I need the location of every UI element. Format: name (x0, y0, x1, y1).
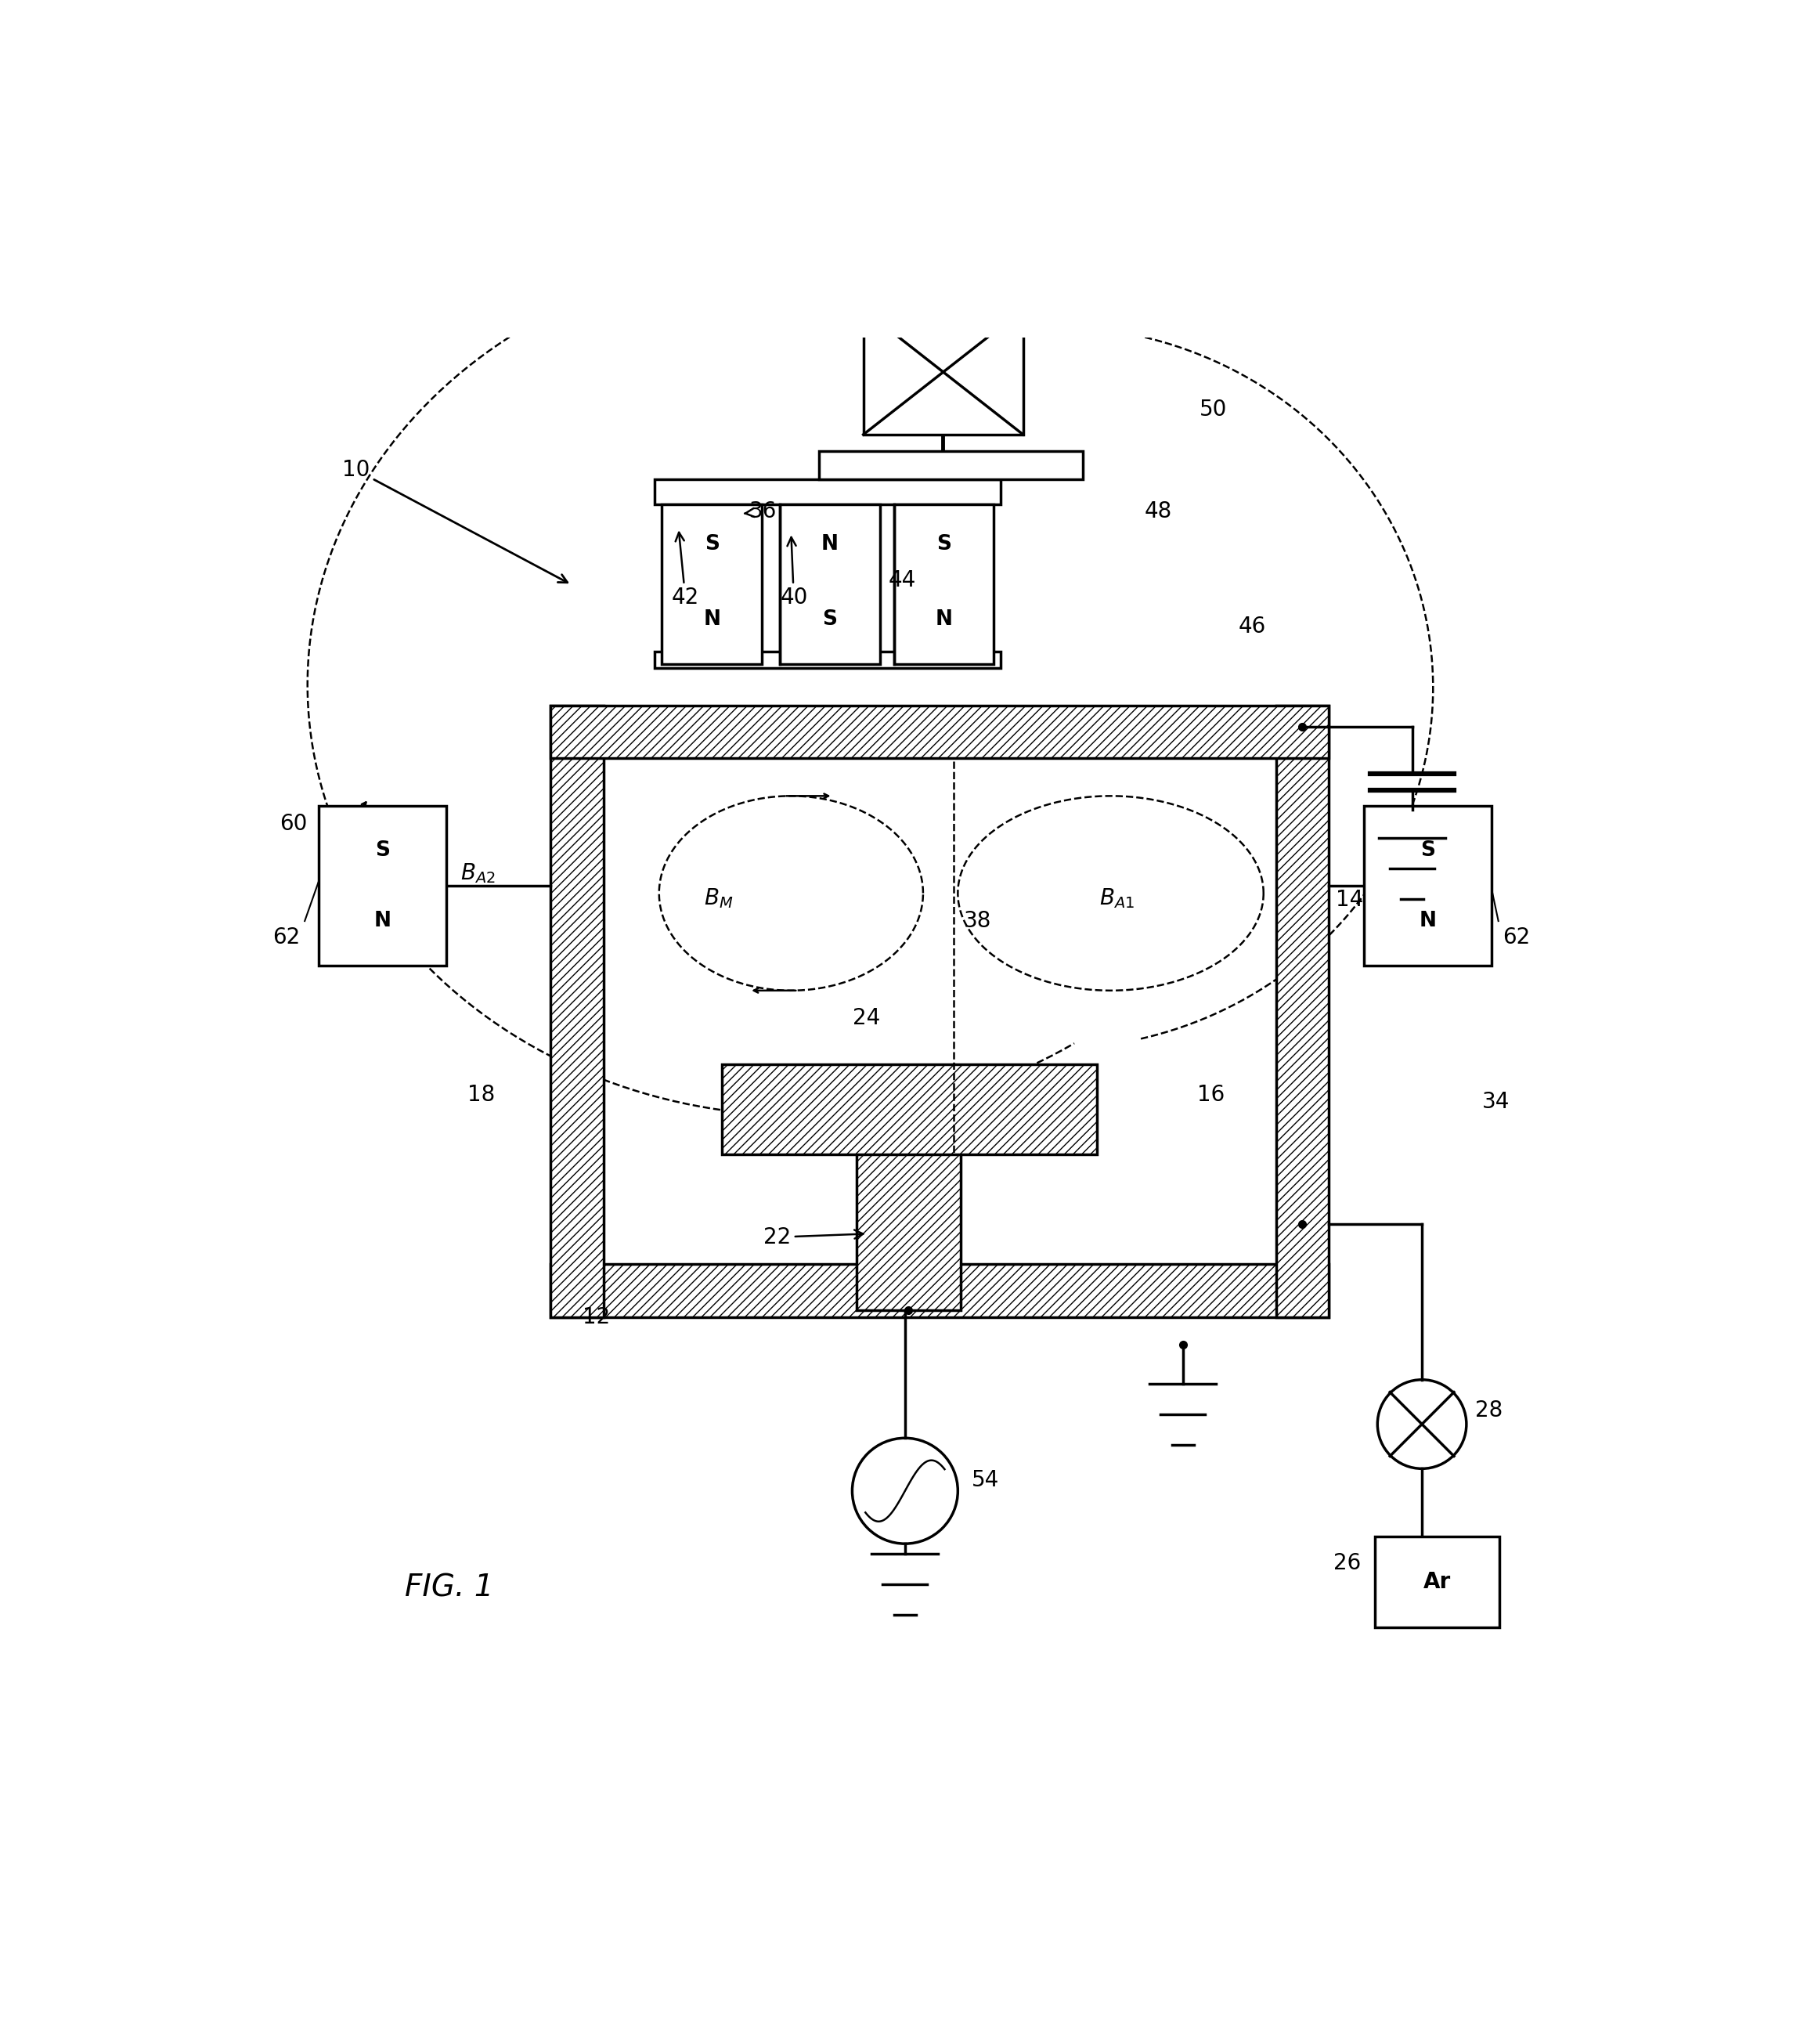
Text: S: S (1420, 840, 1434, 861)
Text: 28: 28 (1474, 1400, 1503, 1421)
Text: 24: 24 (852, 1008, 880, 1030)
Text: 18: 18 (468, 1083, 495, 1106)
Text: 50: 50 (1200, 399, 1228, 421)
Text: 62: 62 (273, 926, 301, 948)
Text: S: S (823, 609, 837, 630)
Text: N: N (936, 609, 952, 630)
Bar (857, 1151, 961, 1310)
Bar (864, 309, 1024, 435)
Text: N: N (1418, 910, 1436, 930)
Bar (654, 478, 1000, 505)
Text: 54: 54 (972, 1470, 999, 1490)
Text: S: S (375, 840, 389, 861)
Bar (780, 505, 880, 664)
Text: 12: 12 (583, 1306, 610, 1329)
Text: 38: 38 (963, 910, 992, 932)
Text: N: N (375, 910, 391, 930)
Bar (1277, 705, 1329, 1316)
Text: 62: 62 (1503, 926, 1529, 948)
Text: S: S (705, 533, 719, 554)
Text: 16: 16 (1198, 1083, 1225, 1106)
Text: 48: 48 (1144, 501, 1171, 521)
Text: 36: 36 (744, 501, 776, 523)
Text: 46: 46 (1239, 615, 1266, 638)
Text: $B_M$: $B_M$ (703, 887, 733, 910)
Bar (654, 652, 1000, 668)
Text: $B_{A2}$: $B_{A2}$ (461, 861, 495, 885)
Bar (895, 505, 993, 664)
Text: 42: 42 (672, 531, 699, 609)
Text: 40: 40 (780, 538, 807, 609)
Bar (662, 505, 762, 664)
Bar (319, 805, 446, 965)
Bar (819, 452, 1083, 478)
Text: 60: 60 (280, 814, 307, 834)
Text: 34: 34 (1481, 1091, 1510, 1112)
Text: S: S (936, 533, 952, 554)
Bar (550, 705, 1329, 758)
Bar (1375, 1537, 1499, 1627)
Text: 26: 26 (1334, 1551, 1361, 1574)
Text: N: N (821, 533, 839, 554)
Bar (550, 1265, 1329, 1316)
Bar (721, 1065, 1097, 1155)
Text: 10: 10 (342, 460, 567, 583)
Bar (1363, 805, 1492, 965)
Text: 14: 14 (1336, 889, 1363, 912)
Text: FIG. 1: FIG. 1 (405, 1574, 493, 1602)
Text: N: N (703, 609, 721, 630)
Text: 22: 22 (764, 1226, 862, 1249)
Text: $B_{A1}$: $B_{A1}$ (1099, 887, 1135, 910)
Text: 44: 44 (889, 570, 916, 591)
Text: Ar: Ar (1424, 1572, 1451, 1592)
Bar (550, 705, 604, 1316)
